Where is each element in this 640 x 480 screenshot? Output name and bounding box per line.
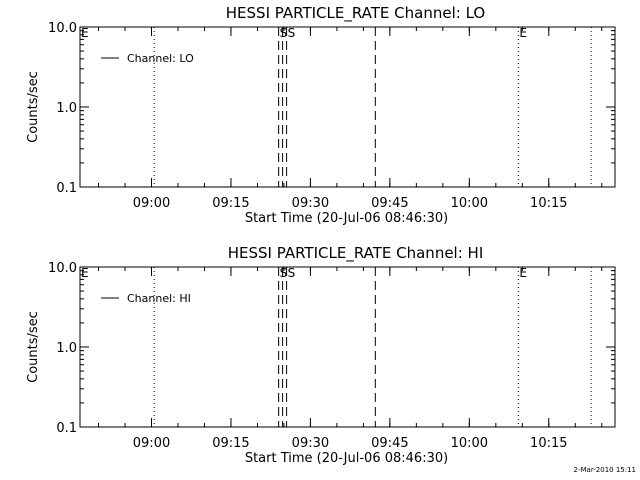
legend-label: Channel: LO xyxy=(127,52,194,65)
x-tick-label: 10:15 xyxy=(530,436,567,451)
x-tick-label: 09:15 xyxy=(212,196,249,211)
x-axis-label: Start Time (20-Jul-06 08:46:30) xyxy=(245,211,448,226)
y-tick-label: 0.1 xyxy=(56,421,77,436)
x-tick-label: 10:00 xyxy=(451,436,488,451)
chart-panel-2: HESSI PARTICLE_RATE Channel: HI 0.1 1.0 10.… xyxy=(26,244,616,466)
x-tick-label: 09:45 xyxy=(371,436,408,451)
chart-panel-1: HESSI PARTICLE_RATE Channel: LO 0.1 1.0 10.… xyxy=(26,4,616,226)
y-tick-label: 1.0 xyxy=(56,341,77,356)
event-marker-label: E xyxy=(81,26,89,40)
x-tick-label: 09:45 xyxy=(371,196,408,211)
legend-label: Channel: HI xyxy=(127,292,191,305)
y-axis-label: Counts/sec xyxy=(26,311,41,383)
plot-frame xyxy=(79,266,616,428)
x-tick-label: 09:00 xyxy=(133,436,170,451)
timestamp: 2-Mar-2010 15:11 xyxy=(573,466,636,474)
chart-title: HESSI PARTICLE_RATE Channel: HI xyxy=(228,244,484,263)
event-marker-label: E xyxy=(519,266,527,280)
y-axis-label: Counts/sec xyxy=(26,71,41,143)
y-tick-label: 0.1 xyxy=(56,181,77,196)
event-marker-label: S xyxy=(280,266,288,280)
y-tick-label: 10.0 xyxy=(48,21,77,36)
event-marker-label: S xyxy=(280,26,288,40)
x-tick-label: 10:15 xyxy=(530,196,567,211)
x-tick-label: 09:00 xyxy=(133,196,170,211)
y-tick-label: 1.0 xyxy=(56,101,77,116)
x-tick-label: 09:15 xyxy=(212,436,249,451)
event-marker-label: S xyxy=(288,266,296,280)
y-tick-label: 10.0 xyxy=(48,261,77,276)
event-marker-label: E xyxy=(81,266,89,280)
event-marker-label: E xyxy=(519,26,527,40)
x-axis-label: Start Time (20-Jul-06 08:46:30) xyxy=(245,451,448,466)
x-tick-label: 09:30 xyxy=(292,436,329,451)
chart-title: HESSI PARTICLE_RATE Channel: LO xyxy=(226,4,485,23)
x-tick-label: 10:00 xyxy=(451,196,488,211)
x-tick-label: 09:30 xyxy=(292,196,329,211)
event-marker-label: S xyxy=(288,26,296,40)
plot-frame xyxy=(79,26,616,188)
